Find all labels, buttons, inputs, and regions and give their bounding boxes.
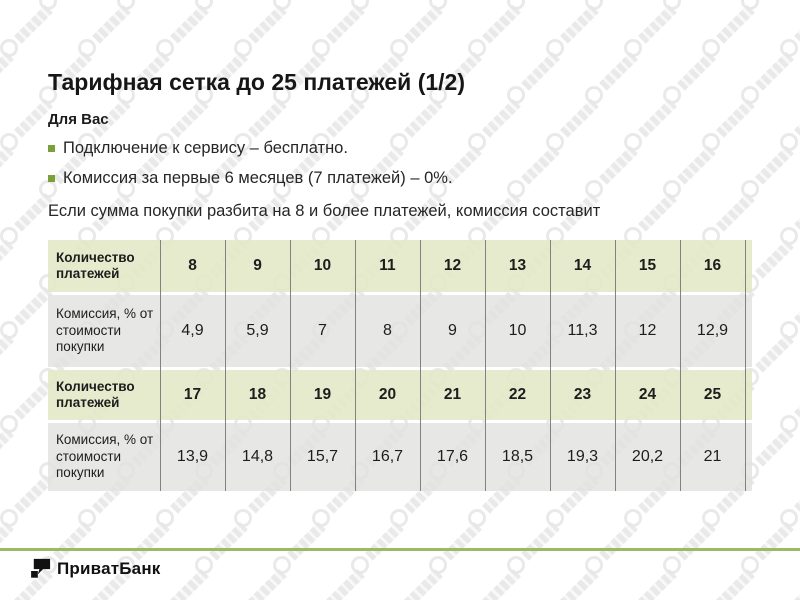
commission-value-cell: 4,9	[181, 322, 204, 339]
page-title: Тарифная сетка до 25 платежей (1/2)	[48, 69, 465, 95]
table-column-divider	[160, 240, 161, 491]
payments-count-cell: 10	[313, 257, 332, 274]
payments-count-cell: 9	[253, 257, 262, 274]
commission-value-cell: 12,9	[696, 322, 729, 339]
table-intro-text: Если сумма покупки разбита на 8 и более …	[48, 202, 601, 220]
payments-count-cell: 18	[248, 386, 267, 403]
tariff-table: Количество платежей 8 9 10 11 12 13 14 15 16 Ком…	[48, 240, 752, 491]
table-column-divider	[225, 240, 226, 491]
commission-value-cell: 20,2	[631, 448, 664, 465]
payments-count-cell: 17	[183, 386, 202, 403]
bullet-square-icon	[48, 175, 55, 182]
bullet-list: Подключение к сервису – бесплатно. Комис…	[48, 139, 453, 199]
commission-value-cell: 12	[638, 322, 657, 339]
bullet-square-icon	[48, 145, 55, 152]
commission-value-cell: 11,3	[567, 322, 598, 339]
table-column-divider	[680, 240, 681, 491]
table-edge-strip	[745, 295, 752, 367]
payments-count-cell: 22	[508, 386, 527, 403]
table-column-divider	[550, 240, 551, 491]
row-header-payments: Количество платежей	[56, 249, 135, 281]
bullet-text: Комиссия за первые 6 месяцев (7 платежей…	[63, 169, 453, 187]
commission-value-cell: 5,9	[246, 322, 269, 339]
commission-value-cell: 15,7	[306, 448, 339, 465]
brand-logo: ПриватБанк	[29, 556, 161, 581]
commission-value-cell: 21	[703, 448, 722, 465]
row-header-payments: Количество платежей	[56, 378, 135, 410]
table-column-divider	[615, 240, 616, 491]
commission-value-cell: 14,8	[241, 448, 274, 465]
table-column-divider	[355, 240, 356, 491]
payments-count-cell: 21	[443, 386, 462, 403]
payments-count-cell: 19	[313, 386, 332, 403]
payments-count-cell: 24	[638, 386, 657, 403]
row-header-commission: Комиссия, % от стоимости покупки	[56, 432, 154, 481]
table-row-payments-1: Количество платежей 8 9 10 11 12 13 14 15 16	[48, 240, 752, 292]
commission-value-cell: 13,9	[176, 448, 209, 465]
commission-value-cell: 18,5	[501, 448, 534, 465]
list-item: Подключение к сервису – бесплатно.	[48, 139, 453, 158]
table-column-divider	[485, 240, 486, 491]
table-column-divider	[290, 240, 291, 491]
payments-count-cell: 23	[573, 386, 592, 403]
payments-count-cell: 20	[378, 386, 397, 403]
payments-count-cell: 13	[508, 257, 527, 274]
table-row-commission-1: Комиссия, % от стоимости покупки 4,9 5,9 7…	[48, 295, 752, 367]
bullet-text: Подключение к сервису – бесплатно.	[63, 139, 348, 157]
payments-count-cell: 25	[703, 386, 722, 403]
brand-name: ПриватБанк	[57, 558, 161, 578]
table-column-divider	[745, 240, 746, 491]
table-row-commission-2: Комиссия, % от стоимости покупки 13,9 14,…	[48, 423, 752, 491]
commission-value-cell: 10	[508, 322, 527, 339]
payments-count-cell: 11	[379, 257, 396, 274]
row-header-commission: Комиссия, % от стоимости покупки	[56, 306, 154, 355]
commission-value-cell: 7	[318, 322, 327, 339]
commission-value-cell: 16,7	[371, 448, 404, 465]
table-column-divider	[420, 240, 421, 491]
payments-count-cell: 14	[573, 257, 592, 274]
table-edge-strip	[745, 423, 752, 491]
list-item: Комиссия за первые 6 месяцев (7 платежей…	[48, 169, 453, 188]
commission-value-cell: 8	[383, 322, 392, 339]
payments-count-cell: 12	[443, 257, 462, 274]
payments-count-cell: 15	[638, 257, 657, 274]
footer-accent-line	[0, 548, 800, 551]
payments-count-cell: 8	[188, 257, 197, 274]
commission-value-cell: 9	[448, 322, 457, 339]
commission-value-cell: 19,3	[566, 448, 599, 465]
privatbank-logo-icon	[31, 558, 51, 578]
table-edge-strip	[745, 370, 752, 420]
table-row-payments-2: Количество платежей 17 18 19 20 21 22 23 24 25	[48, 370, 752, 420]
table-edge-strip	[745, 240, 752, 292]
commission-value-cell: 17,6	[436, 448, 469, 465]
audience-heading: Для Вас	[48, 111, 109, 128]
payments-count-cell: 16	[703, 257, 722, 274]
